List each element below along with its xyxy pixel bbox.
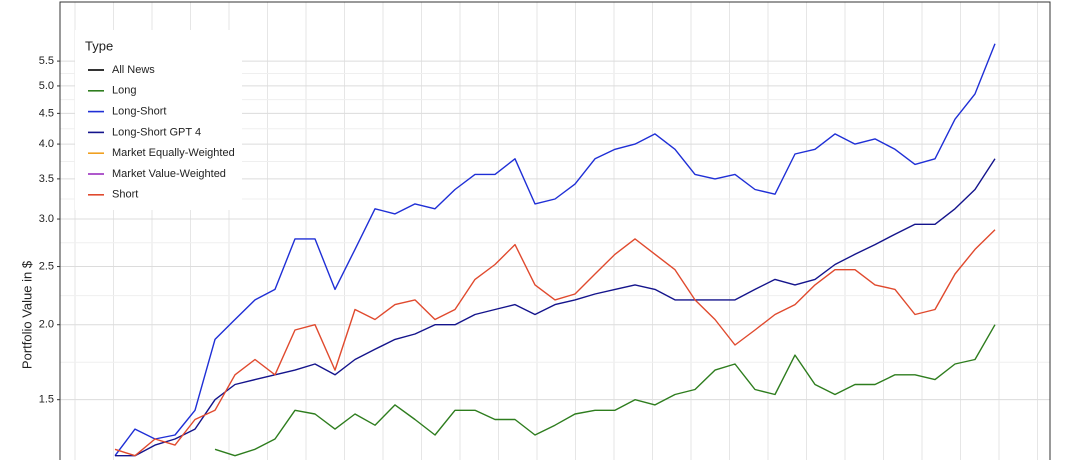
legend-label: Long bbox=[112, 85, 136, 97]
legend-label: Market Equally-Weighted bbox=[112, 147, 235, 159]
series-line bbox=[114, 43, 996, 457]
y-tick-label: 1.5 bbox=[39, 394, 54, 406]
series-line bbox=[115, 158, 996, 457]
legend-label: Long-Short GPT 4 bbox=[112, 126, 201, 138]
y-tick-label: 2.5 bbox=[39, 260, 54, 272]
y-axis-label: Portfolio Value in $ bbox=[19, 260, 34, 369]
legend-label: All News bbox=[112, 64, 155, 76]
legend-title: Type bbox=[85, 38, 113, 53]
y-tick-label: 4.0 bbox=[39, 138, 54, 150]
y-tick-label: 3.0 bbox=[39, 213, 54, 225]
y-ticks: 1.5 2.0 2.5 3.0 3.5 4.0 4.5 5.0 5.5 bbox=[39, 55, 60, 406]
series-line bbox=[214, 324, 996, 457]
legend-label: Market Value-Weighted bbox=[112, 168, 226, 180]
series-line bbox=[114, 229, 996, 457]
legend-label: Long-Short bbox=[112, 106, 166, 118]
y-tick-label: 2.0 bbox=[39, 319, 54, 331]
legend-box bbox=[75, 30, 242, 210]
y-tick-label: 5.5 bbox=[39, 55, 54, 67]
y-tick-label: 5.0 bbox=[39, 80, 54, 92]
legend-label: Short bbox=[112, 189, 138, 201]
y-tick-label: 4.5 bbox=[39, 107, 54, 119]
lines bbox=[114, 43, 996, 457]
plot-border bbox=[59, 1, 1051, 460]
legend: Type All News Long Long-Short Long-Short GPT… bbox=[75, 30, 242, 210]
y-tick-label: 3.5 bbox=[39, 173, 54, 185]
